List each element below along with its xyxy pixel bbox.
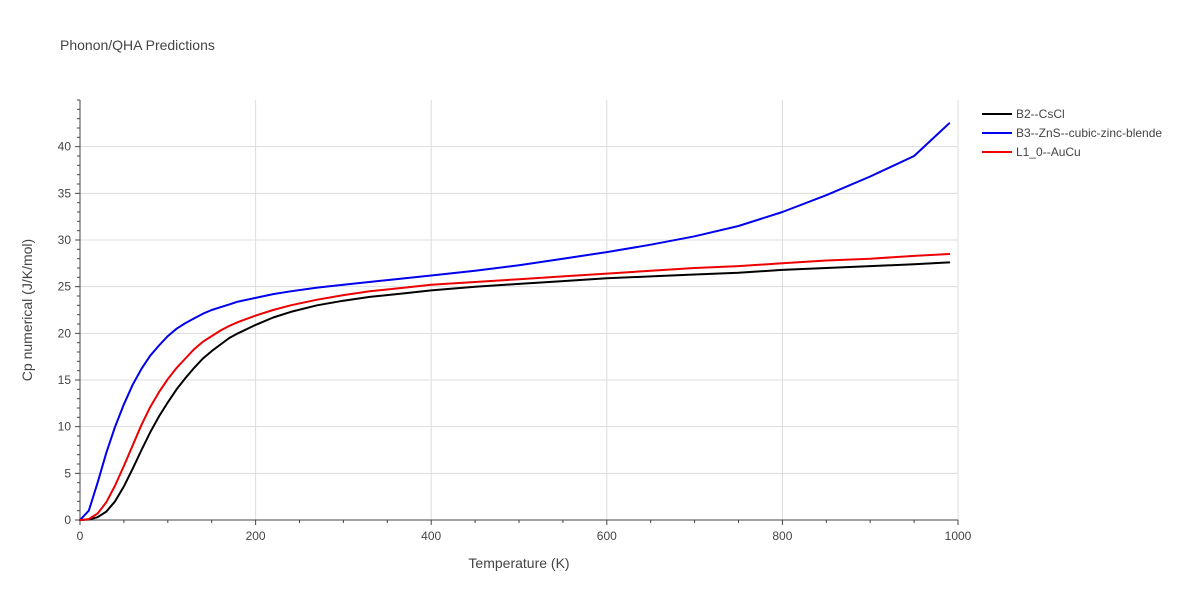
y-tick-label: 20 xyxy=(58,326,72,340)
y-tick-label: 35 xyxy=(58,186,72,200)
series-line-2 xyxy=(79,122,951,521)
series-line-3 xyxy=(79,253,951,521)
y-tick-label: 40 xyxy=(58,140,72,154)
legend-label: B3--ZnS--cubic-zinc-blende xyxy=(1016,126,1162,140)
y-tick-label: 30 xyxy=(58,233,72,247)
y-tick-label: 5 xyxy=(64,466,71,480)
legend-label: L1_0--AuCu xyxy=(1016,145,1081,159)
y-tick-label: 15 xyxy=(58,373,72,387)
series-lines xyxy=(79,122,951,521)
y-tick-label: 0 xyxy=(64,513,71,527)
x-tick-label: 200 xyxy=(246,529,266,543)
series-line-1 xyxy=(79,261,951,521)
y-axis-label: Cp numerical (J/K/mol) xyxy=(19,239,35,381)
x-tick-label: 600 xyxy=(597,529,617,543)
x-axis-label: Temperature (K) xyxy=(468,555,569,571)
y-tick-label: 10 xyxy=(58,420,72,434)
legend-label: B2--CsCl xyxy=(1016,107,1065,121)
x-tick-label: 400 xyxy=(421,529,441,543)
y-tick-label: 25 xyxy=(58,280,72,294)
x-tick-label: 1000 xyxy=(945,529,972,543)
chart-title: Phonon/QHA Predictions xyxy=(60,37,215,53)
x-tick-label: 0 xyxy=(77,529,84,543)
axes: 0 200 400 600 800 1000 0 5 10 15 20 25 30 35 40 xyxy=(58,99,972,543)
x-tick-label: 800 xyxy=(772,529,792,543)
legend: B2--CsCl B3--ZnS--cubic-zinc-blende L1_0--… xyxy=(982,107,1162,159)
grid xyxy=(80,100,959,520)
